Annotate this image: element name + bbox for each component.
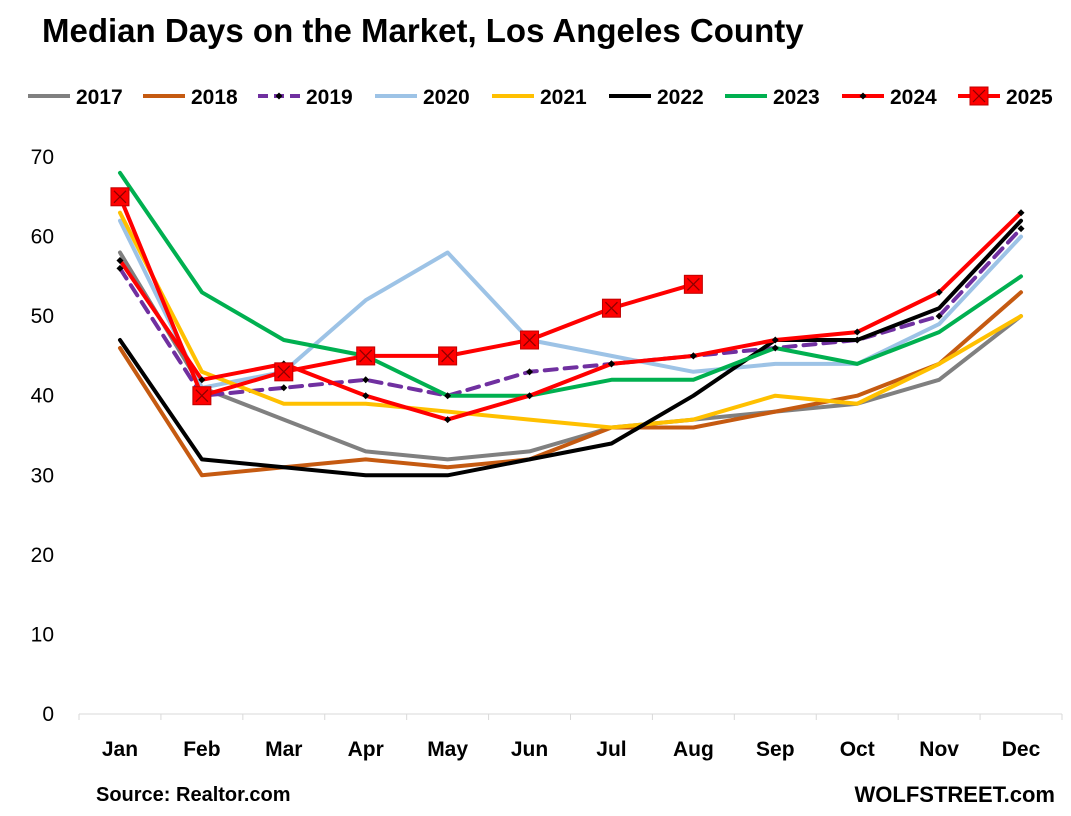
- x-tick-label: May: [427, 738, 468, 761]
- data-point-2024: [198, 376, 206, 384]
- y-tick-label: 10: [31, 623, 54, 646]
- chart-title: Median Days on the Market, Los Angeles C…: [42, 12, 804, 49]
- axes: 0 10 20 30 40 50 60 70 Jan Feb Mar Apr May Jun Jul Aug S…: [31, 146, 1063, 761]
- legend-item-2024: 2024: [842, 86, 937, 109]
- legend-label: 2022: [657, 86, 704, 109]
- marker-cross: [972, 89, 986, 103]
- data-point-2019: [444, 392, 452, 400]
- marker-cross: [359, 349, 373, 363]
- data-point-2019: [935, 312, 943, 320]
- marker-cross: [113, 190, 127, 204]
- data-point-2019: [280, 384, 288, 392]
- data-point-2025: [274, 362, 294, 382]
- source-note: Source: Realtor.com: [96, 784, 291, 806]
- legend-item-2023: 2023: [725, 86, 820, 109]
- legend-label: 2020: [423, 86, 470, 109]
- y-tick-label: 30: [31, 464, 54, 487]
- y-tick-label: 0: [42, 703, 54, 726]
- data-point-2025: [356, 346, 376, 366]
- legend-label: 2019: [306, 86, 353, 109]
- x-tick-label: Oct: [840, 738, 875, 761]
- x-tick-label: Apr: [348, 738, 384, 761]
- x-tick-label: Jan: [102, 738, 138, 761]
- x-tick-label: Sep: [756, 738, 795, 761]
- x-tick-label: Feb: [183, 738, 220, 761]
- legend-label: 2025: [1006, 86, 1053, 109]
- data-point-2024: [689, 352, 697, 360]
- legend: 2017 2018 2019 2020 2021 2022 2023 2024 2025: [28, 86, 1053, 109]
- data-point-2019: [771, 344, 779, 352]
- data-point-2024: [1017, 209, 1025, 217]
- legend-item-2022: 2022: [609, 86, 704, 109]
- legend-item-2019: 2019: [258, 86, 353, 109]
- data-point-2025: [192, 386, 212, 406]
- x-tick-label: Aug: [673, 738, 714, 761]
- series-line-2020: [118, 218, 1023, 390]
- series-line-2023: [118, 170, 1023, 398]
- data-point-2019: [1017, 225, 1025, 233]
- y-tick-label: 40: [31, 385, 54, 408]
- legend-item-2017: 2017: [28, 86, 123, 109]
- data-point-2024: [771, 336, 779, 344]
- x-tick-label: Jun: [511, 738, 548, 761]
- data-point-2019: [116, 264, 124, 272]
- data-point-2019: [526, 368, 534, 376]
- x-tick-label: Jul: [596, 738, 626, 761]
- data-point-2025: [520, 330, 540, 350]
- legend-item-2025: 2025: [958, 86, 1053, 109]
- marker-cross: [686, 277, 700, 291]
- marker-cross: [277, 365, 291, 379]
- y-tick-label: 60: [31, 226, 54, 249]
- y-tick-label: 50: [31, 305, 54, 328]
- y-tick-label: 20: [31, 544, 54, 567]
- data-point-2024: [607, 360, 615, 368]
- legend-item-2020: 2020: [375, 86, 470, 109]
- data-point-2024: [935, 288, 943, 296]
- series-markers: [110, 187, 1025, 424]
- legend-marker: [859, 92, 867, 100]
- legend-label: 2023: [773, 86, 820, 109]
- data-point-2024: [116, 256, 124, 264]
- data-point-2024: [853, 328, 861, 336]
- data-point-2024: [526, 392, 534, 400]
- x-tick-label: Mar: [265, 738, 302, 761]
- site-credit: WOLFSTREET.com: [854, 782, 1055, 807]
- series-line-2021: [118, 210, 1023, 430]
- series-line-2018: [118, 290, 1023, 478]
- series-line-2025: [118, 194, 696, 398]
- data-point-2025: [438, 346, 458, 366]
- data-point-2025: [683, 274, 703, 294]
- series-line-2024: [118, 210, 1023, 422]
- data-point-2025: [110, 187, 130, 207]
- series-lines: [118, 170, 1023, 478]
- legend-label: 2018: [191, 86, 238, 109]
- legend-label: 2017: [76, 86, 123, 109]
- marker-cross: [605, 301, 618, 315]
- marker-cross: [195, 389, 209, 403]
- data-point-2024: [444, 416, 452, 424]
- data-point-2024: [362, 392, 370, 400]
- data-point-2019: [853, 336, 861, 344]
- legend-label: 2024: [890, 86, 937, 109]
- legend-item-2018: 2018: [143, 86, 238, 109]
- legend-item-2021: 2021: [492, 86, 587, 109]
- marker-cross: [523, 333, 536, 347]
- legend-marker: [275, 92, 283, 100]
- data-point-2025: [601, 298, 621, 318]
- series-line-2017: [118, 250, 1023, 462]
- x-tick-label: Dec: [1002, 738, 1041, 761]
- legend-marker: [969, 86, 989, 106]
- y-tick-label: 70: [31, 146, 54, 169]
- data-point-2019: [362, 376, 370, 384]
- series-line-2022: [118, 218, 1023, 478]
- marker-cross: [441, 349, 455, 363]
- x-tick-label: Nov: [919, 738, 959, 761]
- legend-label: 2021: [540, 86, 587, 109]
